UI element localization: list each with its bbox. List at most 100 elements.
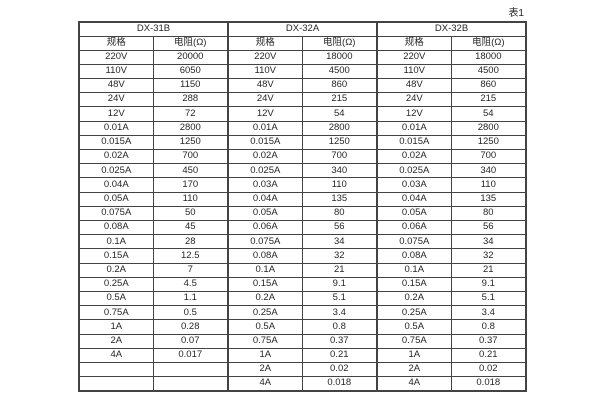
table-row: 24V 288 24V 215 24V 215 [78,92,527,108]
table-row: 12V 72 12V 54 12V 54 [78,106,527,122]
spec-cell: 0.015A [376,134,452,150]
spec-cell: 0.01A [78,120,154,136]
spec-cell: 0.05A [227,205,303,221]
resistance-cell: 7 [152,262,230,278]
resistance-cell: 0.8 [301,319,379,335]
spec-cell [78,376,154,392]
spec-cell: 2A [376,361,452,378]
col-header-resistance: 电阻(Ω) [301,35,379,51]
spec-cell: 0.1A [78,234,154,250]
table-row: 2A 0.07 0.75A 0.37 0.75A 0.37 [78,333,527,349]
spec-cell: 0.03A [376,177,452,193]
resistance-cell: 860 [450,77,527,94]
resistance-cell: 9.1 [301,276,379,292]
spec-cell: 0.04A [227,191,303,207]
spec-cell: 0.5A [376,319,452,335]
resistance-cell: 80 [450,205,527,221]
resistance-cell [152,361,230,378]
spec-cell: 0.075A [376,234,452,250]
spec-cell: 0.075A [227,234,303,250]
spec-cell: 0.15A [78,248,154,264]
spec-cell: 0.08A [78,219,154,236]
spec-cell: 0.025A [78,163,154,179]
spec-cell: 110V [376,63,452,79]
spec-cell: 220V [227,49,303,65]
resistance-cell: 340 [301,163,379,179]
spec-cell: 0.15A [376,276,452,292]
spec-cell: 1A [376,347,452,363]
resistance-cell: 0.02 [301,361,379,378]
spec-cell: 0.02A [78,148,154,165]
spec-cell [78,361,154,378]
resistance-cell: 32 [450,248,527,264]
resistance-cell: 0.8 [450,319,527,335]
resistance-cell: 110 [450,177,527,193]
spec-cell: 0.02A [227,148,303,165]
resistance-cell: 110 [301,177,379,193]
resistance-cell: 0.5 [152,305,230,321]
resistance-cell: 5.1 [450,290,527,307]
resistance-cell: 21 [301,262,379,278]
resistance-spec-table: DX-31B DX-32A DX-32B 规格 电阻(Ω) 规格 电阻(Ω) 规… [78,21,528,392]
spec-cell: 4A [227,376,303,392]
resistance-cell: 50 [152,205,230,221]
table-row: 0.075A 50 0.05A 80 0.05A 80 [78,205,527,221]
resistance-cell: 450 [152,163,230,179]
resistance-cell: 18000 [301,49,379,65]
resistance-cell: 3.4 [301,305,379,321]
resistance-cell: 0.37 [301,333,379,349]
spec-cell: 12V [78,106,154,122]
resistance-cell: 2800 [450,120,527,136]
resistance-cell: 1150 [152,77,230,94]
spec-cell: 12V [376,106,452,122]
resistance-cell: 1250 [450,134,527,150]
spec-cell: 0.2A [227,290,303,307]
spec-cell: 24V [227,92,303,108]
table-row: 0.1A 28 0.075A 34 0.075A 34 [78,234,527,250]
resistance-cell: 56 [301,219,379,236]
resistance-cell: 45 [152,219,230,236]
resistance-cell: 4500 [301,63,379,79]
resistance-cell: 34 [301,234,379,250]
spec-cell: 0.25A [227,305,303,321]
table-row: 220V 20000 220V 18000 220V 18000 [78,49,527,65]
resistance-cell: 215 [450,92,527,108]
spec-cell: 0.75A [78,305,154,321]
spec-cell: 0.5A [78,290,154,307]
group-header-dx32a: DX-32A [227,21,379,37]
group-header-dx31b: DX-31B [78,21,230,37]
spec-cell: 48V [376,77,452,94]
resistance-cell: 80 [301,205,379,221]
spec-cell: 2A [227,361,303,378]
spec-cell: 4A [376,376,452,392]
resistance-cell: 54 [301,106,379,122]
spec-cell: 0.05A [376,205,452,221]
spec-cell: 1A [78,319,154,335]
col-header-spec: 规格 [227,35,303,51]
spec-cell: 0.01A [376,120,452,136]
resistance-cell: 860 [301,77,379,94]
table-row: 0.04A 170 0.03A 110 0.03A 110 [78,177,527,193]
spec-cell: 4A [78,347,154,363]
table-row: 2A 0.02 2A 0.02 [78,361,527,378]
resistance-cell: 0.28 [152,319,230,335]
table-row: 0.01A 2800 0.01A 2800 0.01A 2800 [78,120,527,136]
resistance-cell: 2800 [152,120,230,136]
spec-cell: 0.04A [376,191,452,207]
resistance-cell: 3.4 [450,305,527,321]
resistance-cell: 700 [301,148,379,165]
spec-cell: 0.75A [227,333,303,349]
col-header-resistance: 电阻(Ω) [152,35,230,51]
spec-cell: 220V [376,49,452,65]
spec-cell: 0.15A [227,276,303,292]
spec-cell: 0.06A [227,219,303,236]
col-header-spec: 规格 [376,35,452,51]
table-row: 0.5A 1.1 0.2A 5.1 0.2A 5.1 [78,290,527,307]
spec-cell: 220V [78,49,154,65]
resistance-cell: 170 [152,177,230,193]
table-row: 110V 6050 110V 4500 110V 4500 [78,63,527,79]
table-row: 4A 0.018 4A 0.018 [78,376,527,392]
group-header-row: DX-31B DX-32A DX-32B [78,21,527,37]
table-body: 220V 20000 220V 18000 220V 18000 110V 6050 110V 4… [78,49,527,392]
resistance-cell: 0.02 [450,361,527,378]
